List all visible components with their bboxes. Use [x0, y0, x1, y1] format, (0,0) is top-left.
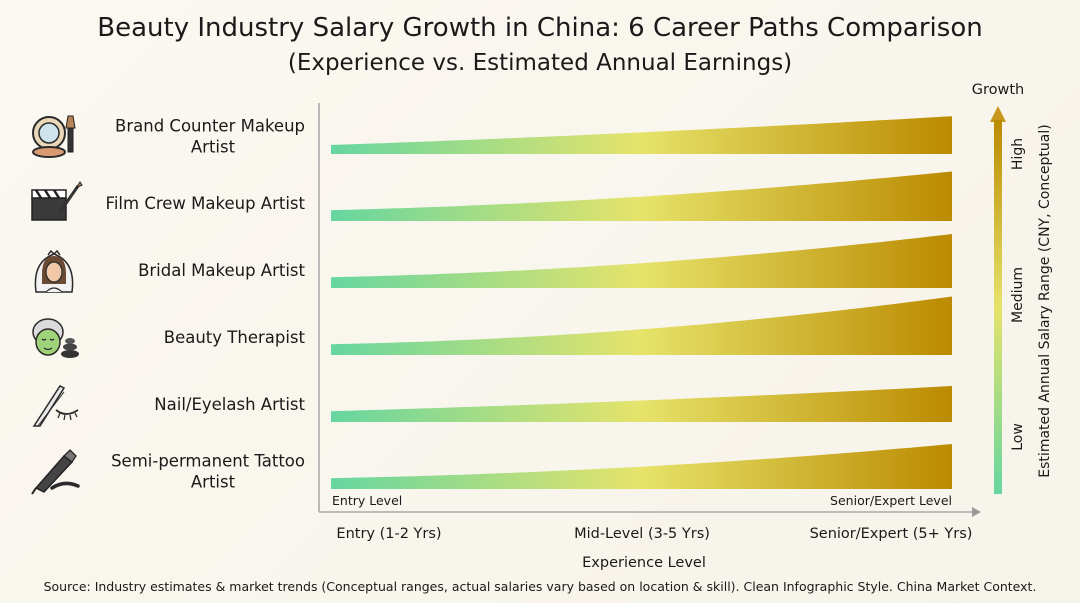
series-label: Film Crew Makeup Artist — [106, 194, 306, 213]
series-label: Beauty Therapist — [164, 328, 306, 347]
tweezers-eyelash-icon — [32, 385, 79, 427]
bride-veil-icon — [34, 249, 74, 293]
series-band — [331, 444, 952, 489]
senior-level-label: Senior/Expert Level — [830, 493, 952, 508]
growth-scale-title: Growth — [972, 82, 1025, 98]
clapperboard-brush-icon — [31, 181, 83, 221]
chart-subtitle: (Experience vs. Estimated Annual Earning… — [287, 50, 793, 76]
x-tick-label: Senior/Expert (5+ Yrs) — [810, 526, 973, 542]
growth-scale-bar — [994, 120, 1002, 494]
tattoo-pen-brow-icon — [31, 449, 80, 495]
series-label: Semi-permanent Tattoo Artist — [111, 452, 305, 492]
chart-title: Beauty Industry Salary Growth in China: … — [97, 13, 983, 43]
series-band — [331, 296, 952, 355]
series-label: Brand Counter Makeup Artist — [115, 117, 305, 157]
series-band — [331, 171, 952, 221]
icons-layer — [31, 115, 83, 495]
series-band — [331, 116, 952, 154]
source-footnote: Source: Industry estimates & market tren… — [43, 579, 1037, 594]
y-axis-title: Estimated Annual Salary Range (CNY, Conc… — [1037, 124, 1053, 477]
x-tick-label: Entry (1-2 Yrs) — [336, 526, 441, 542]
series-label: Bridal Makeup Artist — [138, 261, 305, 280]
growth-arrowhead — [990, 106, 1006, 122]
scale-level-high: High — [1010, 138, 1026, 170]
series-band — [331, 386, 952, 422]
scale-level-medium: Medium — [1010, 267, 1026, 323]
x-axis-title: Experience Level — [582, 555, 706, 571]
entry-level-label: Entry Level — [332, 493, 402, 508]
makeup-mirror-brush-icon — [32, 115, 76, 158]
x-axis-arrowhead — [972, 507, 981, 517]
x-tick-label: Mid-Level (3-5 Yrs) — [574, 526, 710, 542]
series-label: Nail/Eyelash Artist — [154, 395, 305, 414]
series-band — [331, 234, 952, 288]
scale-level-low: Low — [1010, 423, 1026, 451]
rows-layer: Brand Counter Makeup Artist Film Crew Make… — [106, 116, 952, 492]
face-mask-stones-icon — [32, 318, 79, 358]
